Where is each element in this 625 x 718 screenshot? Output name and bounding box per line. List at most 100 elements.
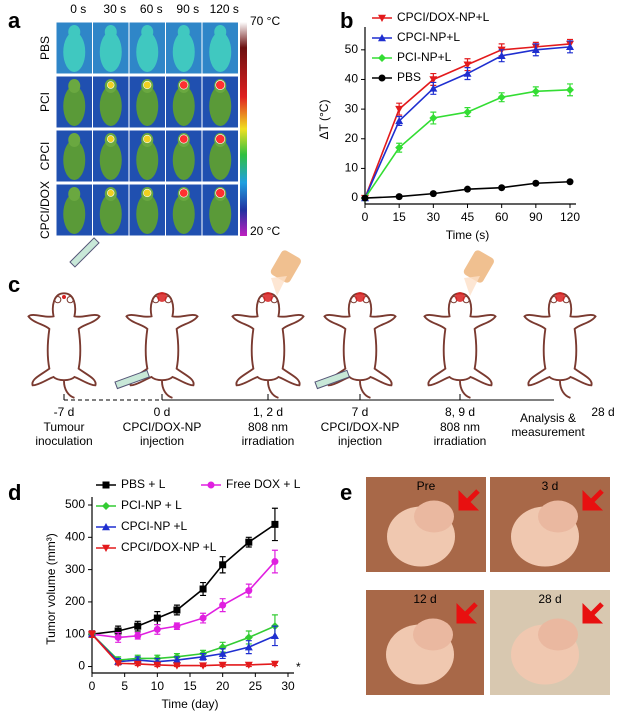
mouse-body — [99, 194, 122, 234]
arrow — [456, 602, 478, 624]
hot-spot — [179, 188, 189, 198]
y-tick-label: 30 — [345, 101, 359, 115]
photo-label: 28 d — [538, 592, 561, 606]
mouse-body — [209, 32, 232, 72]
photo-label: Pre — [417, 479, 436, 493]
marker — [207, 481, 215, 489]
marker — [173, 606, 181, 614]
marker — [199, 652, 208, 661]
marker — [102, 523, 110, 531]
marker — [153, 625, 161, 633]
marker — [153, 614, 161, 622]
tumour — [355, 292, 365, 302]
marker — [172, 656, 181, 664]
syringe — [114, 369, 150, 390]
marker — [153, 661, 162, 669]
x-tick-label: 30 — [281, 679, 295, 693]
hot-spot — [215, 188, 226, 198]
row-label: PBS — [38, 36, 52, 60]
hot-spot — [107, 189, 115, 197]
marker — [429, 190, 437, 198]
syringe — [314, 369, 350, 390]
mouse-head — [177, 25, 190, 39]
step-day: 28 d — [591, 405, 614, 419]
legend-label: PCI-NP+L — [397, 50, 452, 64]
y-tick-label: 500 — [65, 497, 85, 511]
mouse-head-photo — [414, 500, 454, 533]
mouse-body — [172, 86, 195, 126]
y-tick-label: 400 — [65, 529, 85, 543]
photo-label: 12 d — [413, 592, 436, 606]
step-label: 808 nm — [248, 420, 288, 434]
mouse-body — [136, 86, 159, 126]
marker — [378, 54, 386, 62]
marker — [395, 105, 404, 114]
time-label: 30 s — [103, 2, 126, 16]
marker — [531, 87, 540, 96]
y-axis-label: ΔT (°C) — [317, 100, 331, 140]
marker — [463, 61, 472, 69]
mouse-body — [63, 194, 86, 234]
x-tick-label: 0 — [362, 210, 369, 224]
annotation: * — [296, 660, 301, 674]
step-day: 0 d — [154, 405, 171, 419]
x-tick-label: 15 — [392, 210, 406, 224]
tumour — [455, 292, 465, 302]
y-tick-label: 0 — [78, 659, 85, 673]
marker — [245, 587, 253, 595]
mouse-body — [99, 140, 122, 180]
row-label: PCI — [38, 92, 52, 112]
marker — [102, 544, 110, 552]
y-tick-label: 50 — [345, 42, 359, 56]
legend-label: PCI-NP + L — [121, 498, 182, 512]
x-tick-label: 45 — [461, 210, 475, 224]
mouse-body — [209, 140, 232, 180]
marker — [219, 561, 227, 569]
tumour — [62, 295, 66, 299]
marker — [429, 76, 438, 84]
laser-beam — [464, 276, 480, 296]
row-label: CPCI/DOX — [38, 181, 52, 239]
scale-max: 70 °C — [250, 14, 280, 28]
marker — [219, 601, 227, 609]
marker — [114, 660, 123, 668]
syringe — [69, 237, 100, 268]
y-axis-label: Tumor volume (mm³) — [44, 533, 58, 645]
mouse-head — [68, 79, 81, 93]
hot-spot — [143, 80, 152, 90]
marker — [245, 538, 253, 546]
marker — [566, 178, 574, 186]
mouse-head-photo — [413, 618, 453, 651]
tumour — [263, 292, 273, 302]
marker — [497, 51, 506, 59]
step-label: 808 nm — [440, 420, 480, 434]
marker — [172, 662, 181, 670]
marker — [199, 662, 208, 670]
y-tick-label: 10 — [345, 161, 359, 175]
mouse-body — [63, 140, 86, 180]
row-label: CPCI — [38, 142, 52, 171]
mouse-body — [63, 32, 86, 72]
marker — [133, 660, 142, 668]
arrow — [458, 489, 480, 511]
marker — [88, 631, 96, 639]
marker — [271, 520, 279, 528]
mouse — [125, 292, 199, 399]
laser — [463, 250, 494, 283]
time-label: 0 s — [70, 2, 86, 16]
mouse-head — [68, 25, 81, 39]
mouse-body — [99, 86, 122, 126]
legend-label: Free DOX + L — [226, 477, 301, 491]
marker — [395, 193, 403, 201]
tumour — [555, 292, 565, 302]
legend-label: PBS — [397, 70, 421, 84]
mouse-body — [209, 194, 232, 234]
y-tick-label: 200 — [65, 594, 85, 608]
marker — [114, 627, 122, 635]
arrow — [582, 602, 604, 624]
marker — [361, 194, 369, 202]
marker — [271, 558, 279, 566]
step-label: injection — [338, 434, 382, 448]
laser-beam — [271, 276, 287, 296]
mouse-body — [63, 86, 86, 126]
